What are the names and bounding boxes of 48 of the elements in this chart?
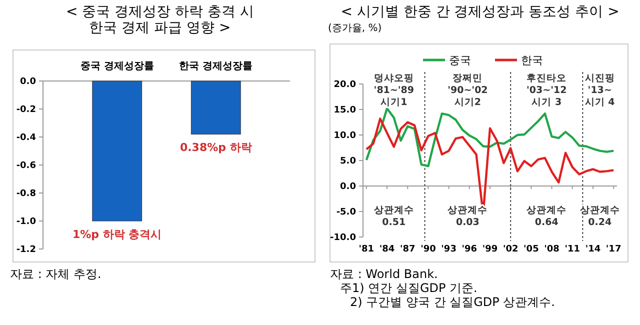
legend-label: 한국 (521, 54, 543, 67)
annotation: 상관계수 0.64 (526, 205, 567, 228)
annotation: 덩샤오핑 '81~'89 시기1 (374, 73, 414, 108)
y-tick-label: -0.8 (16, 188, 36, 199)
chart-title: < 시기별 한중 간 경제성장과 동조성 추이 > (340, 4, 620, 20)
y-tick-label: -0.6 (16, 160, 36, 171)
y-tick-label: -10.0 (330, 232, 356, 243)
y-tick-label: 20.0 (334, 80, 356, 90)
x-tick-label: '81 (358, 244, 374, 254)
x-tick-label: '08 (544, 244, 560, 254)
text: 주1) 연간 실질GDP 기준. (340, 281, 478, 295)
annotation: 0.38%p 하락 (180, 141, 252, 154)
y-tick-label: 15.0 (334, 105, 356, 116)
x-tick-label: '93 (441, 244, 456, 254)
x-tick-label: '84 (379, 244, 395, 254)
x-tick-label: '05 (524, 244, 539, 254)
y-tick-label: 5.0 (340, 156, 356, 166)
x-tick-label: '17 (606, 244, 622, 254)
y-tick-label: -0.2 (16, 104, 36, 115)
x-tick-label: '87 (400, 244, 416, 254)
y-tick-label: -1.0 (16, 216, 36, 227)
y-tick-label: -1.2 (16, 244, 36, 255)
x-tick-label: '99 (482, 244, 498, 254)
annotation: 1%p 하락 충격시 (72, 228, 162, 241)
x-tick-label: '90 (420, 244, 436, 254)
annotation: 시진핑 '13~ 시기 4 (584, 73, 616, 108)
annotation: 상관계수 0.51 (374, 205, 414, 228)
chart-subtitle: (증가율, %) (328, 23, 382, 34)
x-tick-label: 한국 경제성장률 (179, 61, 253, 72)
x-tick-label: '96 (462, 244, 478, 254)
x-tick-label: '14 (585, 244, 601, 254)
text: 2) 구간별 양국 간 실질GDP 상관계수. (350, 295, 555, 309)
text: 자료 : 자체 추정. (10, 267, 102, 281)
annotation: 후진타오 '03~'12 시기 3 (526, 73, 567, 108)
y-tick-label: 0.0 (20, 76, 36, 87)
text: 자료 : World Bank. (330, 267, 438, 281)
y-tick-label: 0.0 (340, 182, 356, 192)
x-tick-label: '02 (502, 244, 518, 254)
x-tick-label: '11 (564, 244, 580, 254)
chart-title: < 중국 경제성장 하락 충격 시 한국 경제 파급 영향 > (66, 4, 254, 36)
y-tick-label: 10.0 (334, 130, 356, 141)
annotation: 상관계수 0.24 (580, 205, 620, 228)
annotation: 장쩌민 '90~'02 시기2 (448, 73, 488, 108)
y-tick-label: -5.0 (336, 207, 356, 218)
y-tick-label: -0.4 (16, 132, 36, 143)
legend-label: 중국 (449, 54, 471, 67)
x-tick-label: 중국 경제성장률 (80, 61, 154, 72)
line-series (365, 107, 615, 168)
